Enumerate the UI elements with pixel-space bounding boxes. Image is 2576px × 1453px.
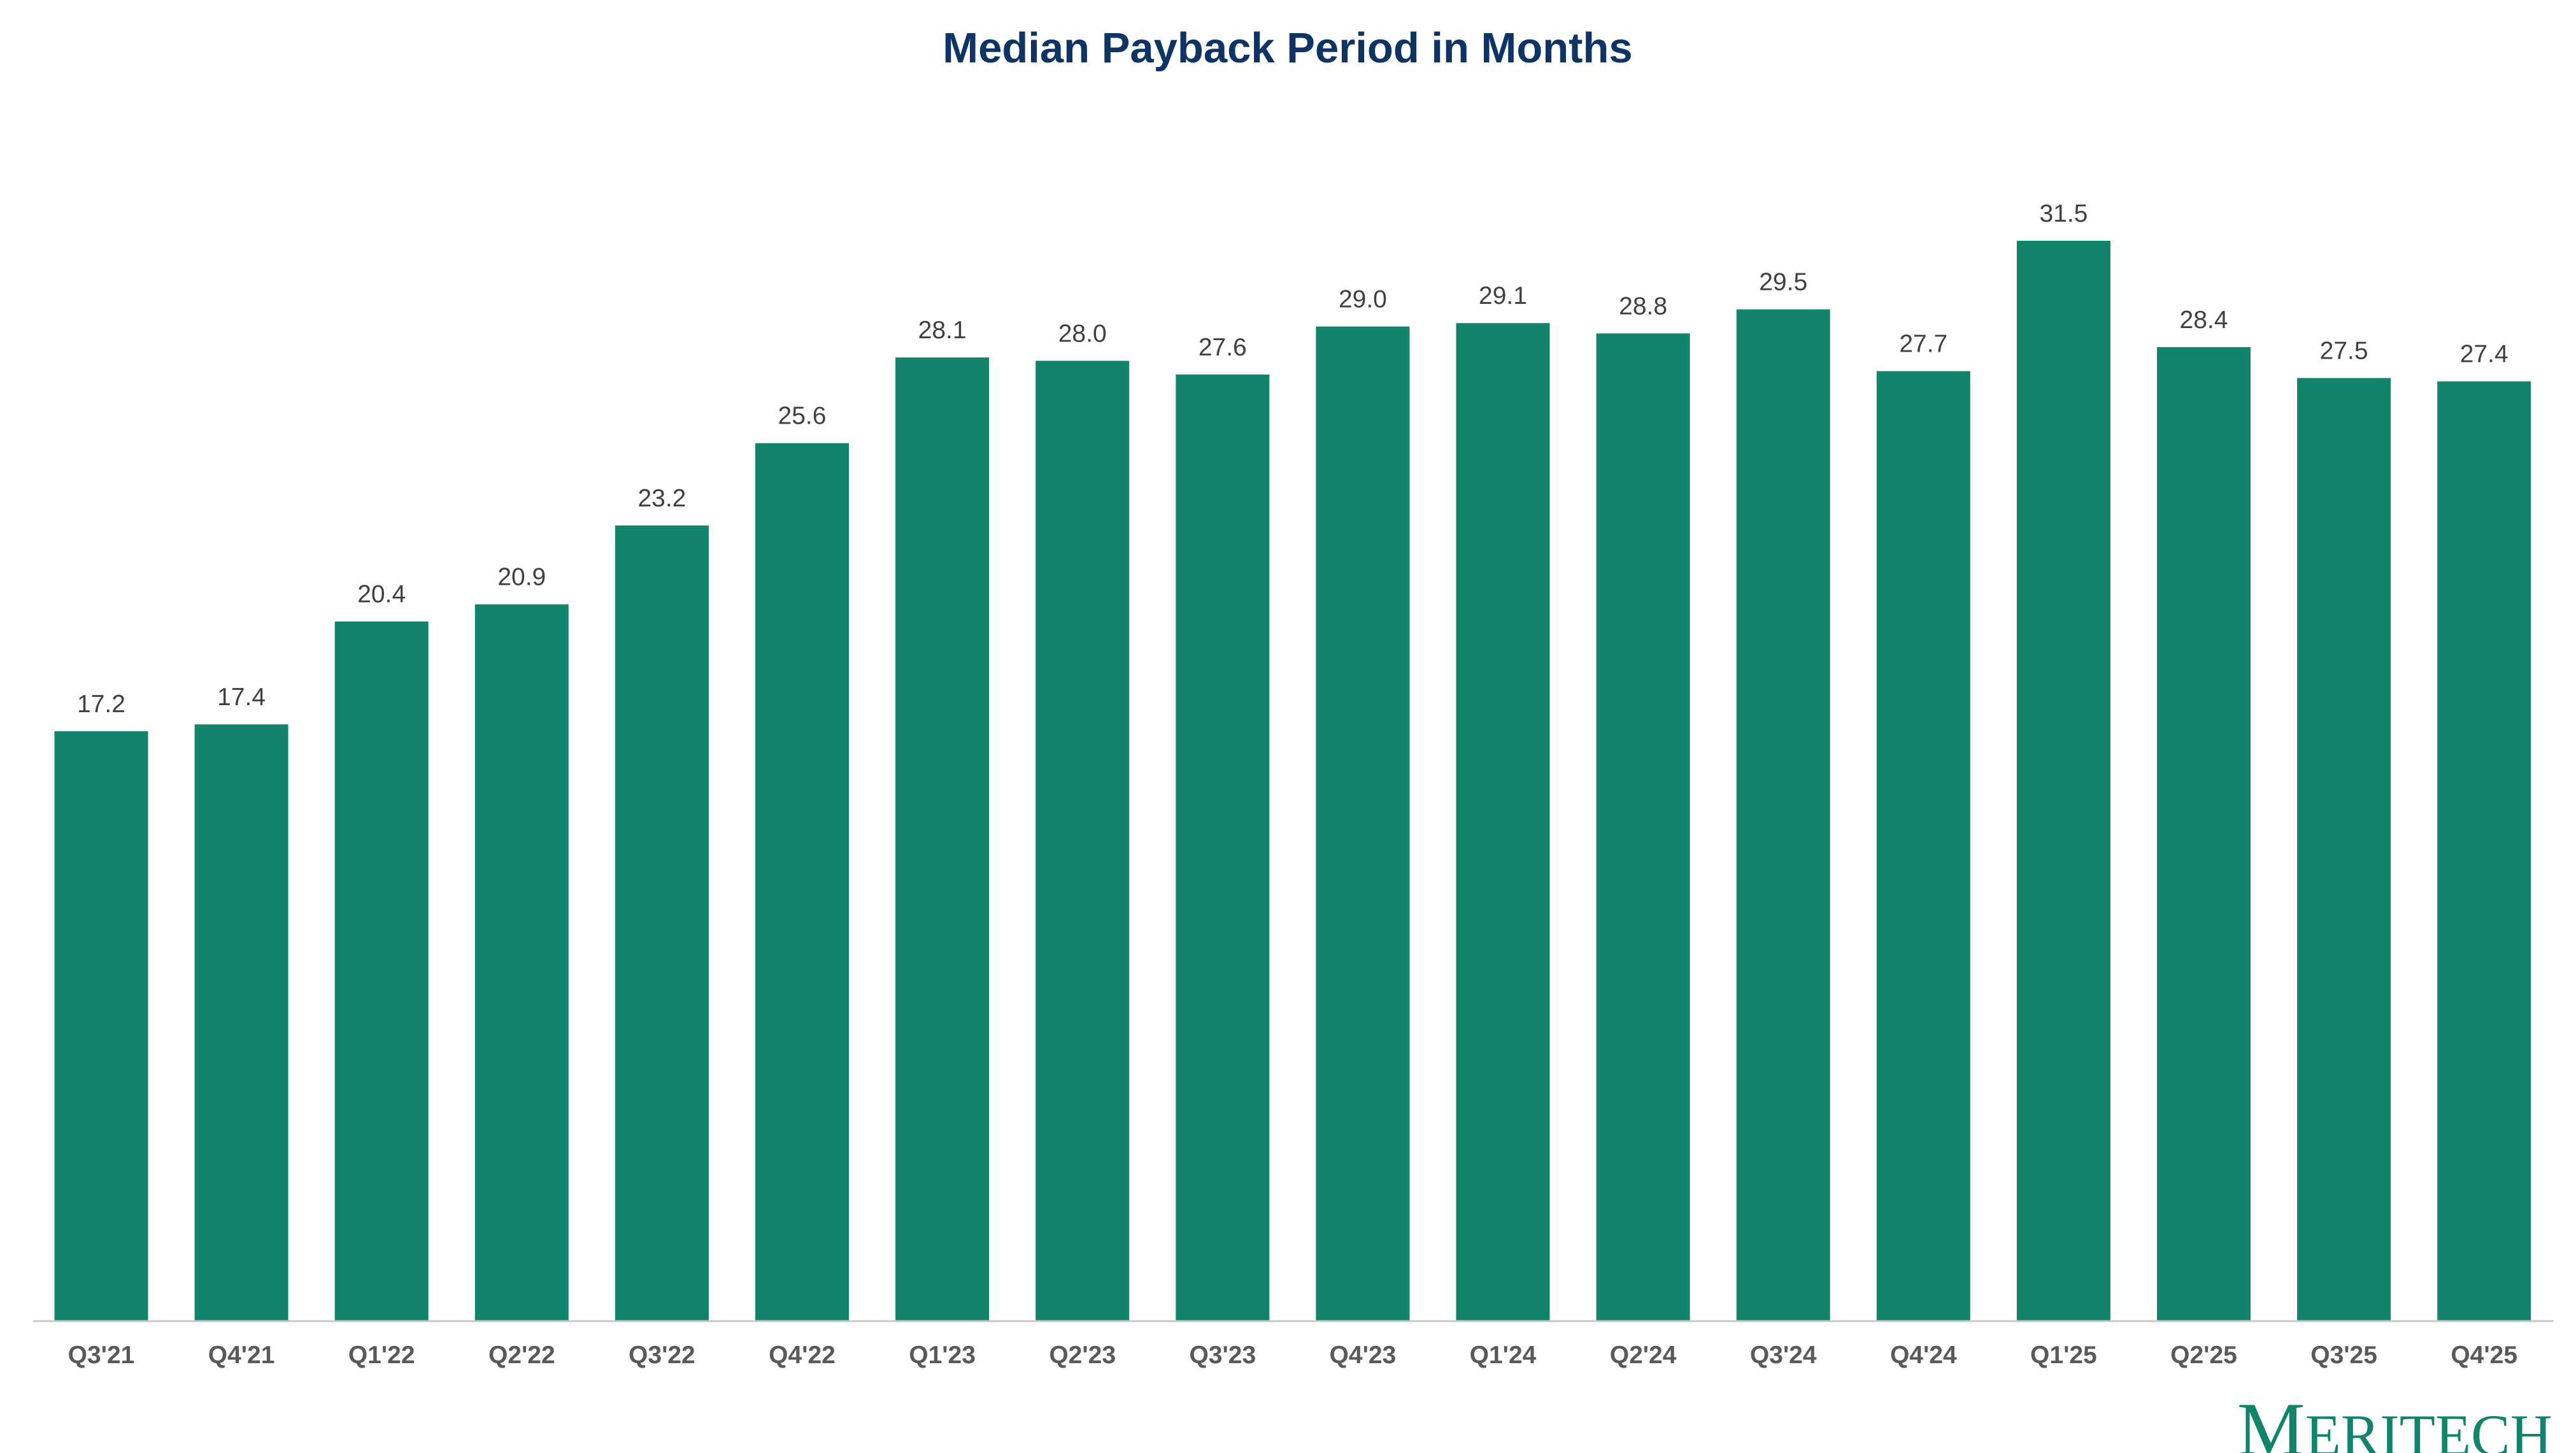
logo-initial: M	[2237, 1387, 2305, 1453]
value-label-4: 23.2	[637, 485, 686, 512]
meritech-logo: MERITECH	[2237, 1387, 2552, 1453]
bar-11	[1596, 333, 1690, 1321]
value-label-3: 20.9	[497, 564, 546, 591]
value-label-10: 29.1	[1479, 282, 1527, 310]
x-tick-label-9: Q4'23	[1330, 1342, 1397, 1369]
bar-0	[54, 731, 148, 1321]
x-tick-label-16: Q3'25	[2310, 1342, 2377, 1369]
x-tick-labels-group: Q3'21 Q4'21 Q1'22 Q2'22 Q3'22 Q4'22 Q1'23 Q2'23…	[68, 1342, 2517, 1369]
x-tick-label-17: Q4'25	[2451, 1342, 2517, 1369]
x-tick-label-11: Q2'24	[1610, 1342, 1677, 1369]
x-tick-label-7: Q2'23	[1049, 1342, 1116, 1369]
value-label-7: 28.0	[1058, 320, 1107, 347]
bar-5	[755, 443, 849, 1322]
bar-1	[194, 724, 288, 1321]
bar-16	[2297, 378, 2391, 1321]
bar-8	[1176, 375, 1270, 1321]
bar-15	[2157, 347, 2251, 1321]
logo-rest: ERITECH	[2305, 1403, 2552, 1453]
x-tick-label-1: Q4'21	[208, 1342, 275, 1369]
x-tick-label-12: Q3'24	[1750, 1342, 1817, 1369]
x-tick-label-2: Q1'22	[348, 1342, 415, 1369]
value-label-2: 20.4	[357, 581, 406, 608]
bar-6	[895, 357, 990, 1321]
value-labels-group: 17.2 17.4 20.4 20.9 23.2 25.6 28.1 28.0 27.6 29.0…	[77, 200, 2508, 718]
chart-title: Median Payback Period in Months	[943, 24, 1632, 72]
value-label-0: 17.2	[77, 691, 125, 718]
bar-7	[1035, 361, 1130, 1321]
value-label-6: 28.1	[918, 317, 967, 344]
value-label-15: 28.4	[2180, 306, 2228, 334]
x-tick-label-14: Q1'25	[2030, 1342, 2097, 1369]
bars-group	[54, 241, 2531, 1322]
value-label-12: 29.5	[1759, 269, 1807, 296]
value-label-9: 29.0	[1339, 286, 1387, 313]
value-label-5: 25.6	[778, 403, 827, 430]
value-label-16: 27.5	[2320, 337, 2368, 364]
bar-3	[474, 604, 569, 1322]
bar-12	[1736, 309, 1830, 1322]
x-tick-label-13: Q4'24	[1890, 1342, 1957, 1369]
bar-17	[2437, 381, 2531, 1322]
value-label-8: 27.6	[1199, 334, 1247, 361]
value-label-14: 31.5	[2039, 200, 2088, 227]
bar-9	[1316, 326, 1410, 1321]
x-tick-label-15: Q2'25	[2170, 1342, 2237, 1369]
x-tick-label-10: Q1'24	[1470, 1342, 1537, 1369]
x-tick-label-6: Q1'23	[909, 1342, 976, 1369]
bar-13	[1876, 371, 1970, 1321]
value-label-1: 17.4	[217, 684, 266, 711]
x-tick-label-5: Q4'22	[769, 1342, 836, 1369]
bar-14	[2016, 241, 2110, 1321]
bar-4	[615, 525, 709, 1321]
bar-10	[1456, 323, 1550, 1322]
value-label-17: 27.4	[2460, 341, 2508, 368]
bar-2	[334, 621, 429, 1321]
x-tick-label-0: Q3'21	[68, 1342, 135, 1369]
value-label-11: 28.8	[1619, 292, 1667, 320]
value-label-13: 27.7	[1899, 331, 1947, 358]
x-tick-label-8: Q3'23	[1189, 1342, 1256, 1369]
x-tick-label-4: Q3'22	[629, 1342, 695, 1369]
x-tick-label-3: Q2'22	[488, 1342, 555, 1369]
